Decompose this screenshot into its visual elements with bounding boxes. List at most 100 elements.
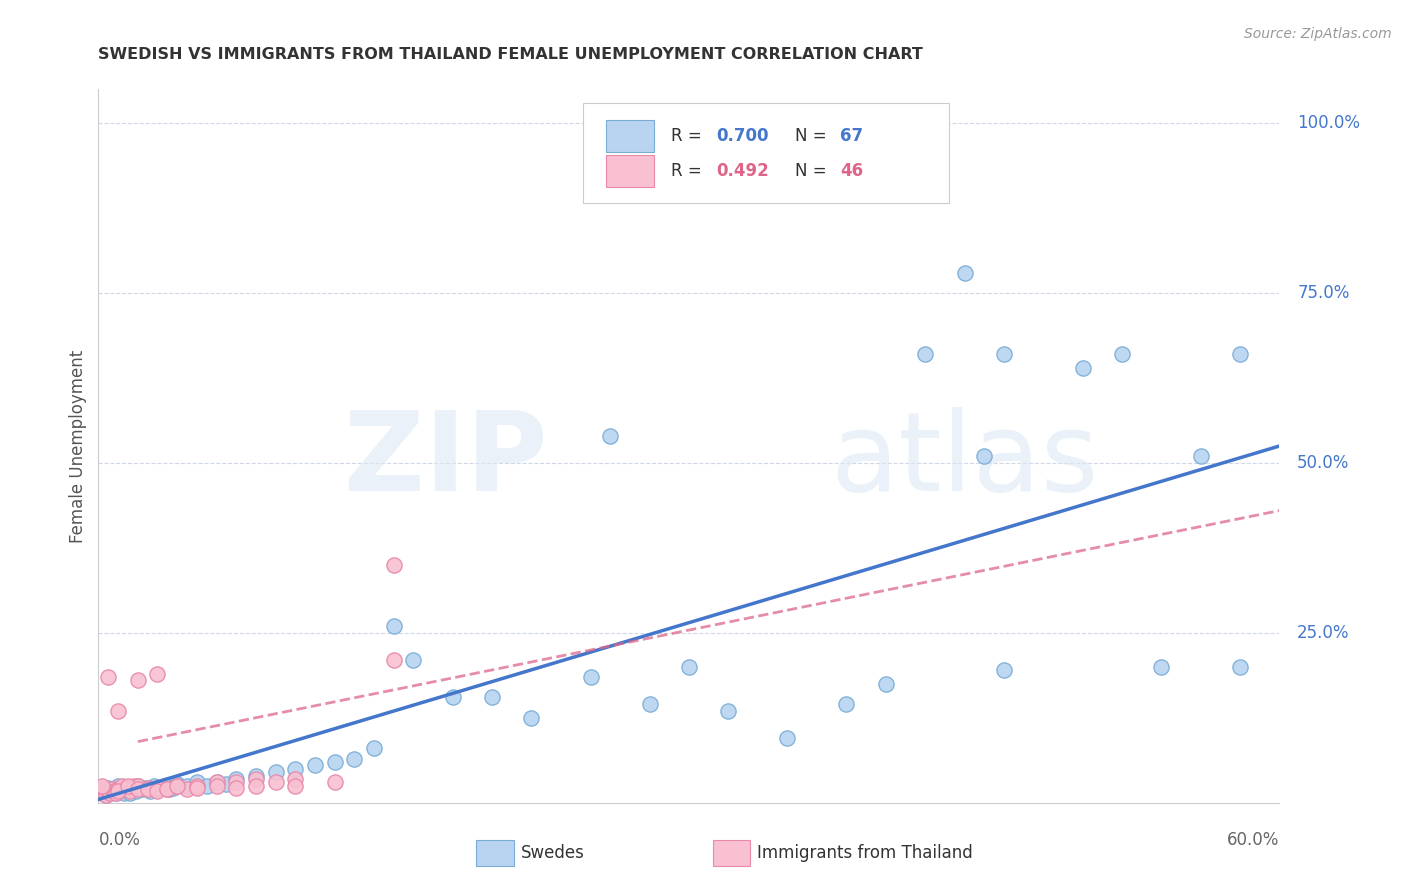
Bar	[606, 155, 654, 187]
Text: 25.0%: 25.0%	[1298, 624, 1350, 642]
Point	[138, 783, 160, 797]
Point	[97, 780, 120, 795]
Point	[1071, 360, 1094, 375]
Point	[93, 783, 115, 797]
Point	[150, 780, 173, 795]
Point	[1229, 660, 1251, 674]
Point	[91, 779, 114, 793]
Point	[146, 780, 169, 795]
Text: 60.0%: 60.0%	[1227, 831, 1279, 849]
Point	[96, 788, 118, 802]
Point	[115, 782, 138, 797]
Point	[156, 782, 179, 797]
Point	[146, 783, 169, 797]
Point	[131, 782, 153, 797]
Point	[284, 779, 307, 793]
Point	[127, 673, 149, 688]
Point	[142, 779, 165, 793]
Point	[973, 449, 995, 463]
Point	[105, 786, 128, 800]
Text: 67: 67	[841, 127, 863, 145]
Point	[1111, 347, 1133, 361]
Point	[225, 772, 247, 786]
Point	[136, 782, 159, 797]
Point	[441, 690, 464, 705]
Bar	[713, 840, 751, 865]
Text: 0.700: 0.700	[716, 127, 769, 145]
Text: N =: N =	[796, 162, 832, 180]
Point	[127, 779, 149, 793]
Point	[117, 783, 139, 797]
Point	[136, 780, 159, 795]
Text: Immigrants from Thailand: Immigrants from Thailand	[758, 844, 973, 862]
Text: 100.0%: 100.0%	[1298, 114, 1360, 132]
Point	[599, 429, 621, 443]
Point	[93, 782, 115, 797]
Point	[176, 782, 198, 797]
Text: 0.492: 0.492	[716, 162, 769, 180]
Point	[579, 670, 602, 684]
Point	[115, 780, 138, 795]
Point	[323, 755, 346, 769]
Point	[264, 775, 287, 789]
Point	[97, 783, 120, 797]
Point	[323, 775, 346, 789]
Point	[111, 779, 134, 793]
FancyBboxPatch shape	[582, 103, 949, 203]
Point	[96, 788, 118, 802]
Point	[91, 786, 114, 800]
Point	[127, 782, 149, 797]
Text: atlas: atlas	[831, 407, 1099, 514]
Point	[776, 731, 799, 746]
Point	[98, 786, 121, 800]
Y-axis label: Female Unemployment: Female Unemployment	[69, 350, 87, 542]
Point	[103, 783, 125, 797]
Point	[363, 741, 385, 756]
Point	[215, 777, 238, 791]
Point	[993, 663, 1015, 677]
Point	[156, 782, 179, 797]
Point	[176, 779, 198, 793]
Point	[91, 786, 114, 800]
Point	[108, 783, 131, 797]
Point	[127, 779, 149, 793]
Point	[101, 783, 124, 797]
Point	[122, 780, 145, 795]
Point	[993, 347, 1015, 361]
Text: 50.0%: 50.0%	[1298, 454, 1350, 472]
Point	[101, 782, 124, 797]
Point	[717, 704, 740, 718]
Point	[155, 779, 177, 793]
Point	[205, 779, 228, 793]
Point	[343, 751, 366, 765]
Point	[98, 786, 121, 800]
Point	[875, 677, 897, 691]
Point	[953, 266, 976, 280]
Point	[520, 711, 543, 725]
Point	[382, 653, 405, 667]
Point	[304, 758, 326, 772]
Point	[166, 779, 188, 793]
Point	[118, 786, 141, 800]
Text: 0.0%: 0.0%	[98, 831, 141, 849]
Text: R =: R =	[671, 127, 707, 145]
Point	[481, 690, 503, 705]
Point	[166, 779, 188, 793]
Text: 46: 46	[841, 162, 863, 180]
Text: N =: N =	[796, 127, 832, 145]
Point	[245, 779, 267, 793]
Point	[382, 558, 405, 572]
Point	[107, 782, 129, 797]
Point	[118, 783, 141, 797]
Point	[135, 780, 157, 795]
Point	[284, 772, 307, 786]
Point	[382, 619, 405, 633]
Point	[225, 775, 247, 789]
Point	[1150, 660, 1173, 674]
Point	[264, 765, 287, 780]
Point	[835, 698, 858, 712]
Point	[284, 762, 307, 776]
Point	[245, 772, 267, 786]
Text: Swedes: Swedes	[522, 844, 585, 862]
Bar	[477, 840, 515, 865]
